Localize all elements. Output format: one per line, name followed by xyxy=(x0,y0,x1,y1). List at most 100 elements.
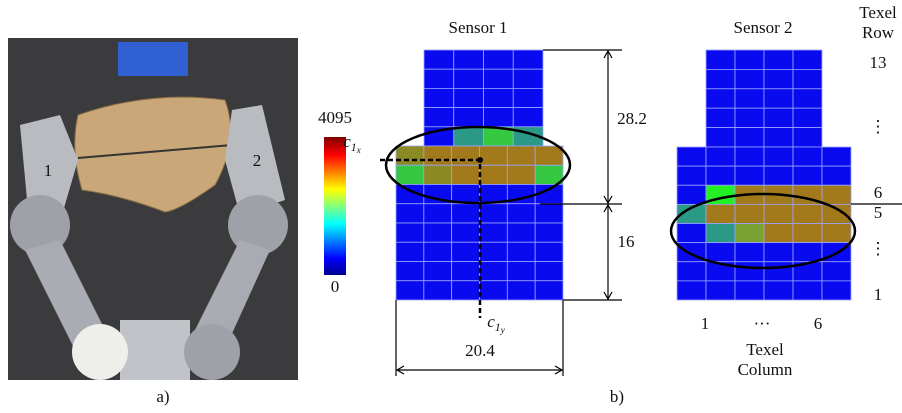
texel xyxy=(822,185,851,204)
texel xyxy=(706,243,735,262)
texel xyxy=(735,281,764,300)
texel xyxy=(735,224,764,243)
texel xyxy=(396,262,424,281)
texel xyxy=(454,50,484,69)
texel xyxy=(706,224,735,243)
texel xyxy=(735,147,764,166)
texel xyxy=(764,89,793,108)
texel xyxy=(764,108,793,127)
texel xyxy=(793,50,822,69)
texel xyxy=(764,128,793,147)
texel xyxy=(484,88,514,107)
sensor-title: Sensor 1 xyxy=(448,18,507,37)
texel xyxy=(706,166,735,185)
photo: 1 2 xyxy=(8,38,298,380)
texel xyxy=(822,224,851,243)
texel xyxy=(480,223,508,242)
texel xyxy=(793,89,822,108)
texel xyxy=(793,166,822,185)
texel xyxy=(396,165,424,184)
texel xyxy=(507,223,535,242)
colorbar xyxy=(324,137,346,275)
texel xyxy=(764,50,793,69)
texel xyxy=(793,243,822,262)
figure: 1 2 a) b) Sensor 1 Sensor 2 4095 0 c1x c… xyxy=(0,0,902,413)
texel xyxy=(484,69,514,88)
texel xyxy=(735,262,764,281)
texel xyxy=(535,242,563,261)
row-label: ⋮ xyxy=(870,117,887,136)
column-label: 1 xyxy=(701,314,710,333)
texel xyxy=(484,50,514,69)
texel xyxy=(793,128,822,147)
texel xyxy=(735,128,764,147)
texel xyxy=(535,262,563,281)
texel xyxy=(793,108,822,127)
texel xyxy=(452,204,480,223)
texel xyxy=(735,243,764,262)
texel xyxy=(735,69,764,88)
texel xyxy=(480,262,508,281)
texel xyxy=(677,281,706,300)
texel xyxy=(793,147,822,166)
texel xyxy=(507,281,535,300)
texel xyxy=(424,69,454,88)
texel xyxy=(735,89,764,108)
texel xyxy=(507,146,535,165)
finger-label: 1 xyxy=(44,161,53,180)
texel xyxy=(706,147,735,166)
texel xyxy=(735,204,764,223)
caption: b) xyxy=(610,387,624,406)
caption: a) xyxy=(156,387,169,406)
texel xyxy=(764,262,793,281)
texel xyxy=(535,146,563,165)
texel xyxy=(764,69,793,88)
texel xyxy=(706,108,735,127)
texel xyxy=(706,89,735,108)
texel xyxy=(396,242,424,261)
texel xyxy=(793,69,822,88)
texel xyxy=(677,166,706,185)
texel xyxy=(764,147,793,166)
texel xyxy=(764,204,793,223)
texel xyxy=(424,223,452,242)
texel xyxy=(424,108,454,127)
texel xyxy=(513,108,543,127)
centroid-y: c1y xyxy=(487,312,505,335)
texel xyxy=(677,262,706,281)
texel xyxy=(507,165,535,184)
texel xyxy=(484,108,514,127)
texel xyxy=(677,147,706,166)
texel xyxy=(507,262,535,281)
texel xyxy=(513,50,543,69)
dimension-label: 16 xyxy=(618,232,635,251)
texel xyxy=(396,204,424,223)
texel xyxy=(480,146,508,165)
row-axis-title: Row xyxy=(862,23,895,42)
texel xyxy=(454,108,484,127)
column-axis-title: Column xyxy=(738,360,793,379)
texel xyxy=(764,243,793,262)
texel xyxy=(507,204,535,223)
row-label: 5 xyxy=(874,203,883,222)
texel xyxy=(452,165,480,184)
texel xyxy=(706,281,735,300)
colorbar-max: 4095 xyxy=(318,108,352,127)
texel xyxy=(706,69,735,88)
texel xyxy=(424,146,452,165)
texel xyxy=(735,166,764,185)
texel xyxy=(735,108,764,127)
dimension-label: 20.4 xyxy=(465,341,495,360)
sensor-title: Sensor 2 xyxy=(733,18,792,37)
colorbar-min: 0 xyxy=(331,277,340,296)
texel xyxy=(480,165,508,184)
texel xyxy=(454,69,484,88)
texel xyxy=(424,242,452,261)
texel xyxy=(793,204,822,223)
texel xyxy=(480,281,508,300)
column-axis-title: Texel xyxy=(746,340,784,359)
texel xyxy=(706,204,735,223)
texel xyxy=(396,146,424,165)
dimension-label: 28.2 xyxy=(617,109,647,128)
texel xyxy=(452,146,480,165)
